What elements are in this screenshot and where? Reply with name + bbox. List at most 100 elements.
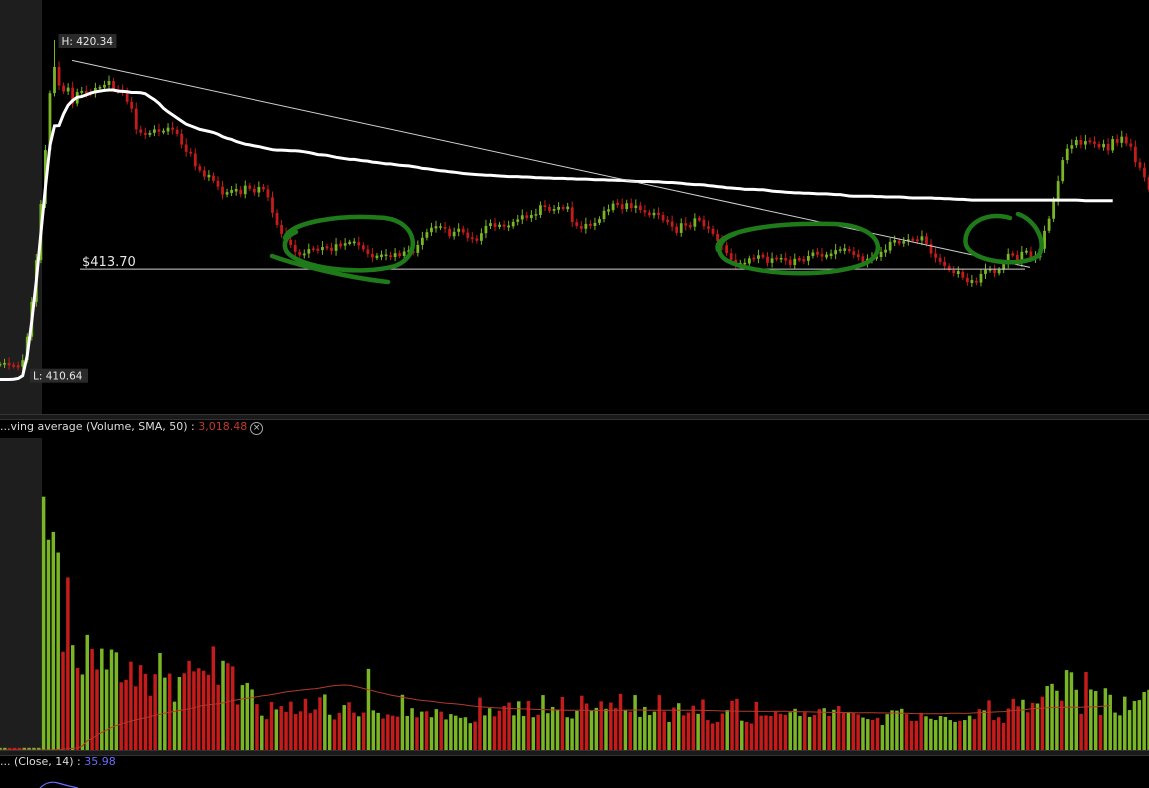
volume-legend-title: ...ving average (Volume, SMA, 50) : [0, 420, 199, 433]
volume-bar [531, 717, 536, 750]
candle [0, 361, 2, 367]
candle [602, 206, 606, 223]
volume-bar [75, 667, 80, 750]
volume-bar [938, 715, 943, 750]
candle [343, 238, 347, 250]
candle-body [861, 256, 865, 264]
volume-bar [580, 695, 584, 750]
pane-separator[interactable] [0, 414, 1149, 420]
volume-bar [691, 705, 696, 750]
candle [693, 213, 697, 231]
candle-body [984, 269, 987, 274]
candle [1115, 134, 1119, 147]
candle-body [902, 241, 906, 244]
pane-separator-2[interactable] [0, 750, 1149, 756]
candle [929, 239, 933, 258]
candle-body [620, 204, 624, 210]
volume-bar [134, 686, 138, 750]
volume-bar [1035, 703, 1040, 750]
candle [797, 255, 801, 262]
candle [125, 87, 129, 105]
candle-body [1129, 143, 1133, 147]
candle-body [293, 244, 297, 252]
price-chart[interactable]: $413.70 H: 420.34 L: 410.64 [0, 0, 1149, 414]
candle [588, 220, 592, 230]
candle-body [302, 253, 306, 256]
candle [352, 238, 356, 246]
candle-body [929, 243, 933, 254]
candle-body [207, 174, 211, 178]
close-icon[interactable]: × [250, 422, 264, 435]
volume-bar [487, 708, 492, 750]
candle [625, 199, 629, 212]
candle-body [243, 185, 247, 195]
volume-bar [710, 723, 715, 750]
candle [475, 234, 479, 244]
candle [130, 96, 134, 113]
candle-body [529, 214, 533, 219]
volume-bar [851, 712, 856, 750]
volume-bar [885, 714, 889, 750]
candle [852, 247, 856, 259]
candle [570, 201, 574, 227]
candle-body [103, 84, 106, 88]
volume-bar [555, 709, 560, 750]
candle [961, 268, 965, 281]
volume-bar [589, 711, 594, 750]
rsi-chart[interactable] [0, 754, 1149, 788]
volume-bar [841, 712, 846, 750]
volume-bar [715, 721, 720, 750]
candle-body [275, 212, 279, 225]
candle [675, 223, 679, 236]
candle [843, 243, 847, 255]
trendline[interactable] [71, 59, 1031, 268]
candle-body [779, 258, 783, 260]
candle [302, 249, 306, 259]
volume-bar [696, 713, 700, 750]
candle [180, 129, 184, 149]
volume-bar [37, 747, 41, 750]
volume-bar [1021, 699, 1025, 750]
candle [575, 218, 579, 229]
candle [752, 254, 756, 263]
candle [1129, 138, 1133, 151]
candle [57, 61, 61, 90]
candle [920, 230, 924, 246]
candle-body [852, 251, 856, 255]
volume-bar [1040, 696, 1045, 750]
candle [1084, 134, 1087, 150]
volume-bar [783, 714, 788, 750]
rsi-value: 35.98 [84, 755, 116, 768]
candle-body [1115, 139, 1119, 143]
candle [679, 218, 683, 237]
candle [1147, 174, 1149, 192]
candle-body [1079, 140, 1083, 145]
volume-bar [987, 700, 991, 750]
candle [1043, 225, 1046, 253]
volume-bar [706, 720, 710, 750]
candle [207, 170, 211, 182]
candle-body [588, 223, 592, 226]
candle [879, 247, 883, 261]
candle-body [634, 205, 638, 209]
volume-bar [366, 668, 371, 750]
candles [0, 40, 1149, 375]
candle [321, 241, 324, 255]
candle-body [466, 232, 470, 239]
candle-body [856, 254, 860, 258]
volume-bar [119, 682, 123, 750]
volume-bar [1142, 691, 1146, 750]
volume-bar [114, 652, 119, 750]
candle [1061, 156, 1065, 184]
volume-chart[interactable] [0, 438, 1149, 750]
volume-bar [521, 715, 526, 750]
candle-body [543, 205, 547, 207]
candle-body [725, 245, 729, 254]
volume-bar [22, 747, 26, 750]
volume-bar [929, 718, 933, 750]
volume-bar [458, 717, 463, 750]
candle-body [357, 242, 361, 246]
volume-bar [769, 715, 773, 750]
candle [307, 243, 311, 258]
candle [1133, 140, 1137, 168]
